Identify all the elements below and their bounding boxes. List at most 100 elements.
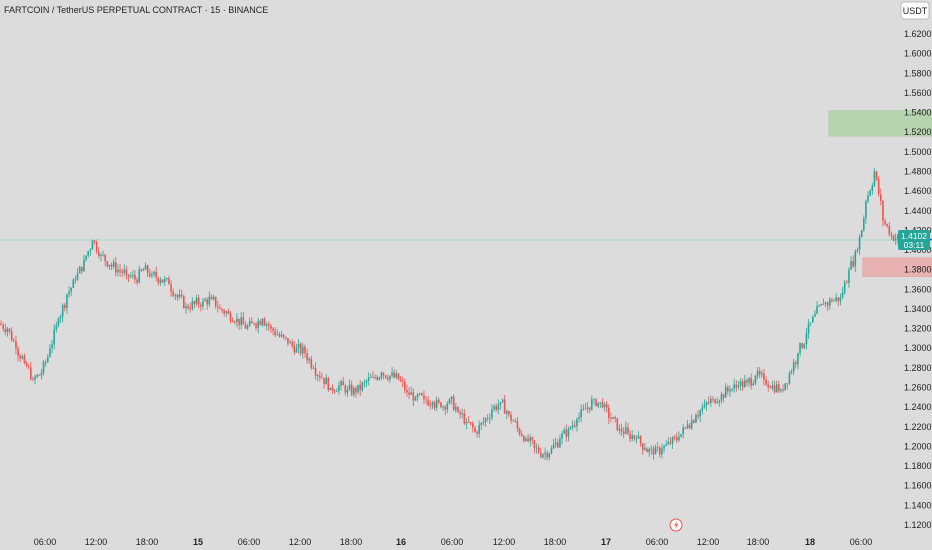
candle [869, 188, 871, 197]
candle-body [469, 422, 472, 424]
candle-body [705, 402, 708, 406]
candle [327, 376, 330, 392]
candle-body [397, 373, 400, 380]
candle [197, 294, 200, 309]
candle [98, 246, 100, 259]
candle [27, 364, 30, 370]
candle [826, 301, 829, 311]
candle-body [185, 306, 187, 309]
candle-body [325, 377, 327, 385]
candle-body [66, 294, 68, 309]
candle-body [189, 308, 191, 310]
candle [667, 437, 670, 446]
candle-body [831, 299, 833, 302]
price-tick-label: 1.4000 [904, 245, 932, 255]
candle-body [336, 390, 338, 392]
candle-body [799, 343, 801, 354]
candle-body [338, 385, 340, 391]
candle-body [442, 406, 444, 408]
time-axis[interactable]: 06:00 12:00 18:00 15 06:00 12:00 18:00 16 06:00 1… [34, 537, 873, 547]
candle [714, 398, 716, 405]
candle [497, 399, 500, 415]
candle [151, 271, 153, 279]
candle-body [748, 378, 750, 383]
candle-body [384, 375, 387, 378]
candle-body [51, 344, 53, 349]
candle-body [884, 220, 886, 225]
candle-body [365, 380, 368, 383]
candle [614, 415, 616, 423]
candle-body [491, 409, 493, 418]
candle [66, 293, 68, 314]
candle-body [68, 291, 70, 295]
candle-body [353, 387, 355, 395]
candle [13, 337, 15, 343]
candle [518, 427, 521, 437]
candle [748, 377, 750, 387]
candle-body [535, 447, 538, 449]
candle [754, 375, 757, 386]
lightning-icon[interactable] [669, 518, 683, 532]
candle [227, 308, 230, 315]
candle-body [452, 396, 455, 411]
candle [331, 384, 334, 394]
candle [554, 437, 557, 449]
candle [761, 370, 763, 378]
candle [871, 182, 874, 195]
candle [622, 426, 625, 439]
candle-body [890, 234, 893, 236]
candle-body [259, 321, 262, 326]
candle-body [327, 377, 330, 391]
candle-body [30, 367, 32, 380]
candle-body [894, 238, 897, 241]
candle [782, 384, 784, 393]
candle [238, 318, 240, 330]
candle [646, 447, 648, 453]
candle-body [495, 406, 497, 410]
candle [259, 319, 262, 326]
candle [503, 394, 506, 414]
current-price-label: 1.4102 [901, 231, 927, 241]
candle-body [380, 372, 383, 378]
candle-body [629, 433, 631, 439]
candle [157, 276, 160, 286]
candle-body [425, 399, 427, 401]
candle-body [684, 427, 687, 429]
candle-body [257, 321, 259, 328]
candle [854, 249, 857, 272]
currency-button[interactable]: USDT [900, 1, 930, 20]
candle [890, 231, 893, 241]
candle-body [319, 375, 321, 378]
candle-body [886, 224, 888, 226]
candle-body [765, 379, 767, 385]
candle-body [248, 321, 251, 326]
candle [484, 417, 487, 427]
candle [270, 323, 272, 333]
candle-body [393, 372, 395, 378]
candle [183, 294, 185, 309]
candle-body [93, 240, 96, 243]
candle [174, 293, 177, 301]
candle-body [236, 318, 238, 323]
candle [610, 412, 612, 423]
candle-body [448, 399, 451, 404]
candle-body [812, 316, 814, 323]
time-tick-label: 06:00 [646, 537, 669, 547]
candle-body [38, 374, 41, 376]
candle-body [758, 370, 761, 375]
candle [15, 335, 17, 354]
time-tick-label: 06:00 [441, 537, 464, 547]
candle-body [455, 406, 457, 411]
candle-body [206, 299, 208, 305]
time-tick-label: 18:00 [136, 537, 159, 547]
candle-body [846, 282, 848, 284]
candle [251, 316, 253, 324]
candle [282, 334, 285, 340]
candle-body [110, 264, 113, 267]
candle-body [183, 295, 185, 309]
candle [682, 423, 684, 439]
candle [100, 252, 102, 262]
candle [404, 378, 406, 394]
